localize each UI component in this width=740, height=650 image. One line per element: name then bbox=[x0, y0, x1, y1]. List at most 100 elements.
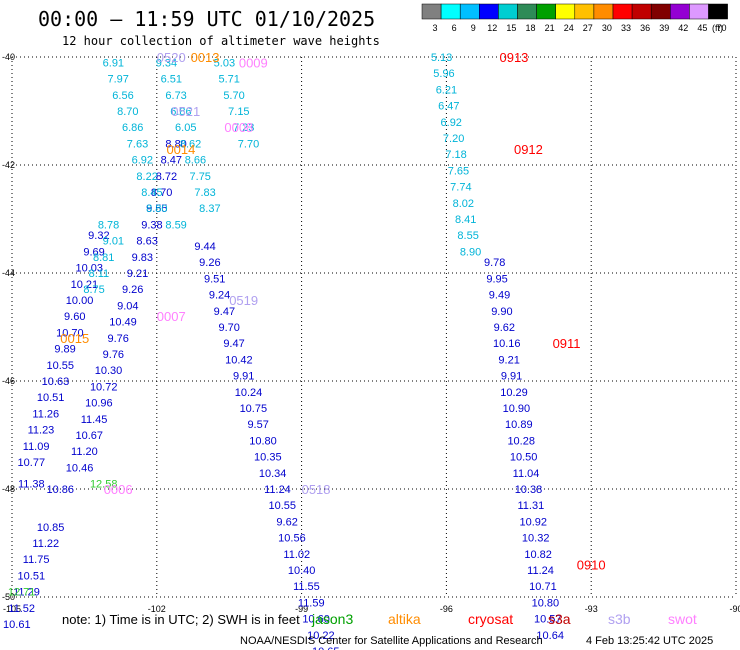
y-tick-label: -50 bbox=[2, 592, 15, 602]
y-axis-ticks: -40 -42 -44 -46 -48 -50 bbox=[2, 52, 15, 602]
data-point-label: 10.82 bbox=[524, 549, 552, 561]
y-tick-label: -46 bbox=[2, 376, 15, 386]
data-point-label: 7.97 bbox=[107, 74, 128, 86]
chart-title: 00:00 – 11:59 UTC 01/10/2025 bbox=[38, 7, 375, 31]
data-point-label: 6.56 bbox=[112, 90, 133, 102]
data-point-label: 5.70 bbox=[223, 90, 244, 102]
data-point-label: 8.72 bbox=[156, 171, 177, 183]
data-point-label: 9.04 bbox=[117, 300, 138, 312]
data-point-label: 11.38 bbox=[18, 479, 45, 491]
data-point-label: 10.49 bbox=[109, 317, 137, 329]
data-point-label: 8.11 bbox=[89, 268, 110, 280]
colorbar-label: 18 bbox=[525, 23, 535, 33]
data-point-label: 9.91 bbox=[233, 371, 254, 383]
data-point-label: 8.22 bbox=[136, 171, 157, 183]
data-point-label: 11.24 bbox=[264, 484, 291, 496]
colorbar-label: 36 bbox=[640, 23, 650, 33]
colorbar-label: 15 bbox=[506, 23, 516, 33]
data-point-label: 12.71 bbox=[8, 587, 36, 599]
data-point-label: 9.57 bbox=[247, 419, 268, 431]
colorbar-swatch bbox=[421, 3, 442, 20]
data-point-label: 7.83 bbox=[194, 187, 215, 199]
data-point-label: 6.92 bbox=[132, 155, 153, 167]
data-point-label: 9.32 bbox=[88, 230, 109, 242]
colorbar-swatch bbox=[498, 3, 518, 20]
data-point-label: 10.90 bbox=[503, 403, 531, 415]
data-point-label: 7.65 bbox=[448, 165, 469, 177]
data-point-label: 11.20 bbox=[71, 446, 98, 458]
colorbar-label: 6 bbox=[452, 23, 457, 33]
data-point-label: 11.75 bbox=[23, 554, 50, 566]
data-point-label: 9.76 bbox=[107, 333, 128, 345]
colorbar-swatch bbox=[593, 3, 614, 20]
x-tick-label: -90 bbox=[729, 604, 740, 614]
data-point-label: 9.91 bbox=[501, 371, 522, 383]
colorbar-swatch bbox=[555, 3, 576, 20]
data-point-label: 9.62 bbox=[494, 322, 515, 334]
data-point-label: 10.30 bbox=[95, 365, 123, 377]
satellite-legend-item: altika bbox=[388, 611, 421, 627]
colorbar-swatch bbox=[708, 3, 728, 20]
pass-label: 0009 bbox=[239, 55, 268, 70]
data-point-label: 8.70 bbox=[117, 106, 138, 118]
pass-label: 0519 bbox=[229, 293, 258, 308]
data-point-label: 11.29 bbox=[13, 587, 40, 599]
pass-label: 0911 bbox=[553, 336, 581, 351]
x-axis-ticks: -105 -102 -99 -96 -93 -90 bbox=[3, 604, 740, 614]
colorbar-swatch bbox=[612, 3, 633, 20]
colorbar-swatch bbox=[479, 3, 499, 20]
data-point-label: 5.13 bbox=[431, 52, 452, 64]
data-point-label: 9.60 bbox=[64, 311, 85, 323]
data-point-label: 10.63 bbox=[42, 376, 70, 388]
data-point-label: 10.03 bbox=[75, 263, 103, 275]
pass-label: 0006 bbox=[104, 482, 133, 497]
data-point-label: 8.66 bbox=[185, 155, 206, 167]
data-point-label: 9.76 bbox=[103, 349, 124, 361]
data-point-label: 9.51 bbox=[204, 273, 225, 285]
colorbar-label: 24 bbox=[564, 23, 574, 33]
y-tick-label: -42 bbox=[2, 160, 15, 170]
data-point-label: 7.15 bbox=[228, 106, 249, 118]
data-point-label: 10.42 bbox=[225, 354, 253, 366]
data-point-label: 9.47 bbox=[214, 306, 235, 318]
data-point-label: 10.34 bbox=[259, 468, 287, 480]
data-point-label: 8.47 bbox=[161, 155, 182, 167]
data-point-label: 10.80 bbox=[532, 597, 560, 609]
data-point-label: 9.44 bbox=[194, 241, 215, 253]
data-point-label: 5.03 bbox=[214, 57, 235, 69]
pass-label: 0520 bbox=[157, 50, 186, 65]
data-point-label: 9.26 bbox=[199, 257, 220, 269]
chart-subtitle: 12 hour collection of altimeter wave hei… bbox=[62, 34, 380, 48]
pass-label: 0913 bbox=[499, 50, 528, 65]
data-point-label: 10.32 bbox=[522, 533, 550, 545]
data-point-label: 9.69 bbox=[83, 246, 104, 258]
data-point-label: 8.55 bbox=[457, 230, 478, 242]
data-point-label: 10.65 bbox=[312, 646, 340, 650]
colorbar-label: 42 bbox=[678, 23, 688, 33]
data-point-label: 6.92 bbox=[441, 117, 462, 129]
data-point-label: 8.59 bbox=[165, 219, 186, 231]
colorbar-swatch bbox=[517, 3, 537, 20]
data-point-label: 6.21 bbox=[436, 84, 457, 96]
data-point-label: 11.24 bbox=[527, 565, 554, 577]
colorbar-swatch bbox=[440, 3, 461, 20]
data-point-label: 9.21 bbox=[127, 268, 148, 280]
pass-labels: 0913 0912 0911 0910 0013 0014 0015 0009 0008 0007… bbox=[60, 50, 605, 573]
satellite-legend: jason3 altika cryosat s3a s3b swot bbox=[311, 611, 697, 627]
data-point-label: 10.16 bbox=[493, 338, 521, 350]
pass-label: 0521 bbox=[171, 104, 200, 119]
data-point-label: 10.96 bbox=[85, 398, 113, 410]
y-tick-label: -48 bbox=[2, 484, 15, 494]
data-point-label: 10.57 bbox=[534, 614, 562, 626]
data-point-label: 8.62 bbox=[180, 138, 201, 150]
data-point-label: 9.78 bbox=[484, 257, 505, 269]
colorbar-label: 3 bbox=[432, 23, 437, 33]
data-point-label: 8.70 bbox=[151, 187, 172, 199]
data-point-label: 10.24 bbox=[235, 387, 263, 399]
data-point-label: 9.83 bbox=[132, 252, 153, 264]
data-point-label: 6.86 bbox=[122, 122, 143, 134]
data-point-label: 9.47 bbox=[223, 338, 244, 350]
data-point-label: 8.37 bbox=[199, 203, 220, 215]
data-point-label: 11.52 bbox=[8, 603, 35, 615]
